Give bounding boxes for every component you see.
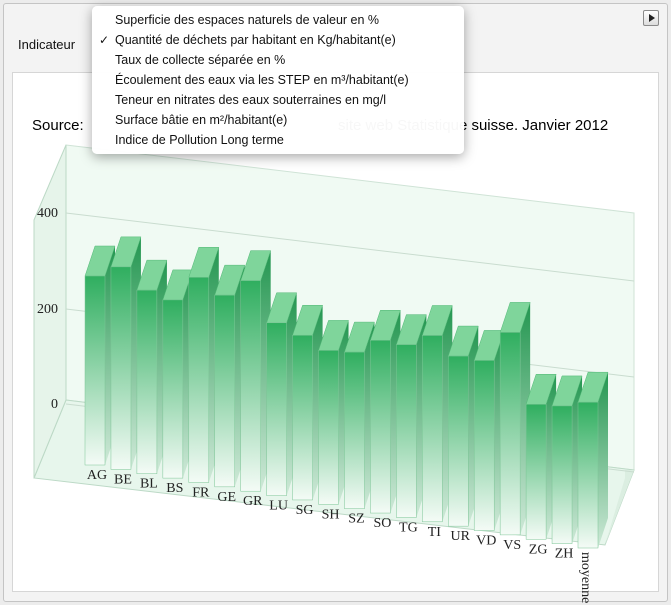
bar-GR [240, 250, 272, 492]
x-tick-label: BL [140, 477, 158, 492]
x-tick-label: TG [399, 520, 418, 535]
menu-item-label: Teneur en nitrates des eaux souterraines… [115, 93, 386, 107]
bar-front-face [240, 280, 261, 492]
bar-VD [473, 330, 505, 531]
bar-front-face [448, 355, 469, 527]
x-tick-label: SZ [348, 512, 364, 527]
menu-item-nitrates[interactable]: Teneur en nitrates des eaux souterraines… [92, 90, 464, 110]
x-tick-label: SG [296, 503, 314, 518]
y-tick-label: 200 [37, 302, 58, 317]
bar-front-face [162, 299, 184, 479]
menu-item-waste-per-inhabitant[interactable]: ✓ Quantité de déchets par habitant en Kg… [92, 30, 464, 50]
x-tick-label: BE [114, 472, 132, 487]
bar-GE [214, 264, 246, 488]
menu-item-label: Superficie des espaces naturels de valeu… [115, 13, 380, 27]
x-tick-label: ZG [529, 542, 548, 557]
menu-item-label: Surface bâtie en m²/habitant(e) [115, 113, 288, 127]
expand-toggle-button[interactable] [643, 10, 659, 26]
bar-front-face [473, 360, 495, 531]
menu-item-separate-collection[interactable]: Taux de collecte séparée en % [92, 50, 464, 70]
bar-ZH [551, 375, 583, 544]
x-tick-label: TI [428, 525, 442, 540]
bar-front-face [577, 401, 599, 549]
chart-floor-edge [605, 470, 634, 545]
x-tick-label: VS [503, 538, 521, 553]
bar-front-face [370, 340, 391, 514]
bar-front-face [318, 350, 339, 505]
bar-BE [110, 236, 142, 470]
menu-item-label: Indice de Pollution Long terme [115, 133, 284, 147]
bar-front-face [266, 322, 287, 496]
bar-front-face [110, 266, 132, 470]
menu-item-natural-areas[interactable]: Superficie des espaces naturels de valeu… [92, 10, 464, 30]
bar-VS [499, 302, 531, 536]
x-tick-label: LU [269, 499, 288, 514]
bar-front-face [525, 404, 547, 540]
bar-UR [447, 325, 479, 527]
bar-front-face [292, 334, 313, 501]
play-triangle-icon [649, 14, 655, 22]
bar-LU [266, 292, 297, 496]
y-tick-label: 0 [51, 397, 58, 412]
menu-item-label: Taux de collecte séparée en % [115, 53, 286, 67]
x-tick-label: FR [192, 485, 210, 500]
check-icon: ✓ [99, 33, 110, 47]
bar-front-face [188, 277, 210, 483]
indicator-label: Indicateur [18, 37, 76, 52]
x-tick-label: AG [87, 468, 107, 483]
bar-front-face [136, 289, 158, 474]
x-tick-label: BS [166, 481, 183, 496]
x-tick-label: SH [322, 507, 340, 522]
bar-BL [136, 259, 168, 474]
bar-front-face [422, 335, 443, 523]
bar-moyenne [577, 371, 609, 549]
x-tick-label: moyenne [578, 552, 593, 603]
gridline [65, 212, 635, 282]
chart-side-wall [33, 144, 67, 479]
bar-SH [318, 320, 349, 505]
menu-item-label: Écoulement des eaux via les STEP en m³/h… [115, 73, 409, 87]
x-tick-label: UR [451, 529, 471, 544]
x-tick-label: VD [476, 534, 496, 549]
menu-item-label: Quantité de déchets par habitant en Kg/h… [115, 33, 396, 47]
bar-front-face [84, 275, 106, 466]
bar-front-face [214, 294, 235, 488]
bar-front-face [396, 344, 417, 518]
bar-BS [162, 269, 194, 479]
bar-TG [396, 314, 427, 518]
bar-SZ [344, 321, 375, 509]
bar-front-face [551, 405, 573, 544]
bar-SO [370, 310, 401, 514]
bar-TI [421, 305, 453, 523]
y-tick-label: 400 [37, 206, 58, 221]
bar-side-face [598, 372, 608, 548]
source-prefix: Source: [32, 117, 84, 134]
menu-item-step-flow[interactable]: Écoulement des eaux via les STEP en m³/h… [92, 70, 464, 90]
bar-FR [188, 247, 220, 483]
menu-item-pollution-index[interactable]: Indice de Pollution Long terme [92, 130, 464, 150]
menu-item-built-surface[interactable]: Surface bâtie en m²/habitant(e) [92, 110, 464, 130]
x-tick-label: GR [243, 494, 263, 509]
bar-front-face [344, 351, 365, 509]
bar-front-face [499, 332, 521, 536]
bar-ZG [525, 374, 557, 540]
bar-SG [292, 304, 323, 501]
x-tick-label: SO [373, 516, 391, 531]
indicator-dropdown-menu[interactable]: Superficie des espaces naturels de valeu… [92, 6, 464, 154]
x-tick-label: ZH [555, 547, 574, 562]
bar-AG [84, 245, 116, 466]
x-tick-label: GE [217, 490, 236, 505]
